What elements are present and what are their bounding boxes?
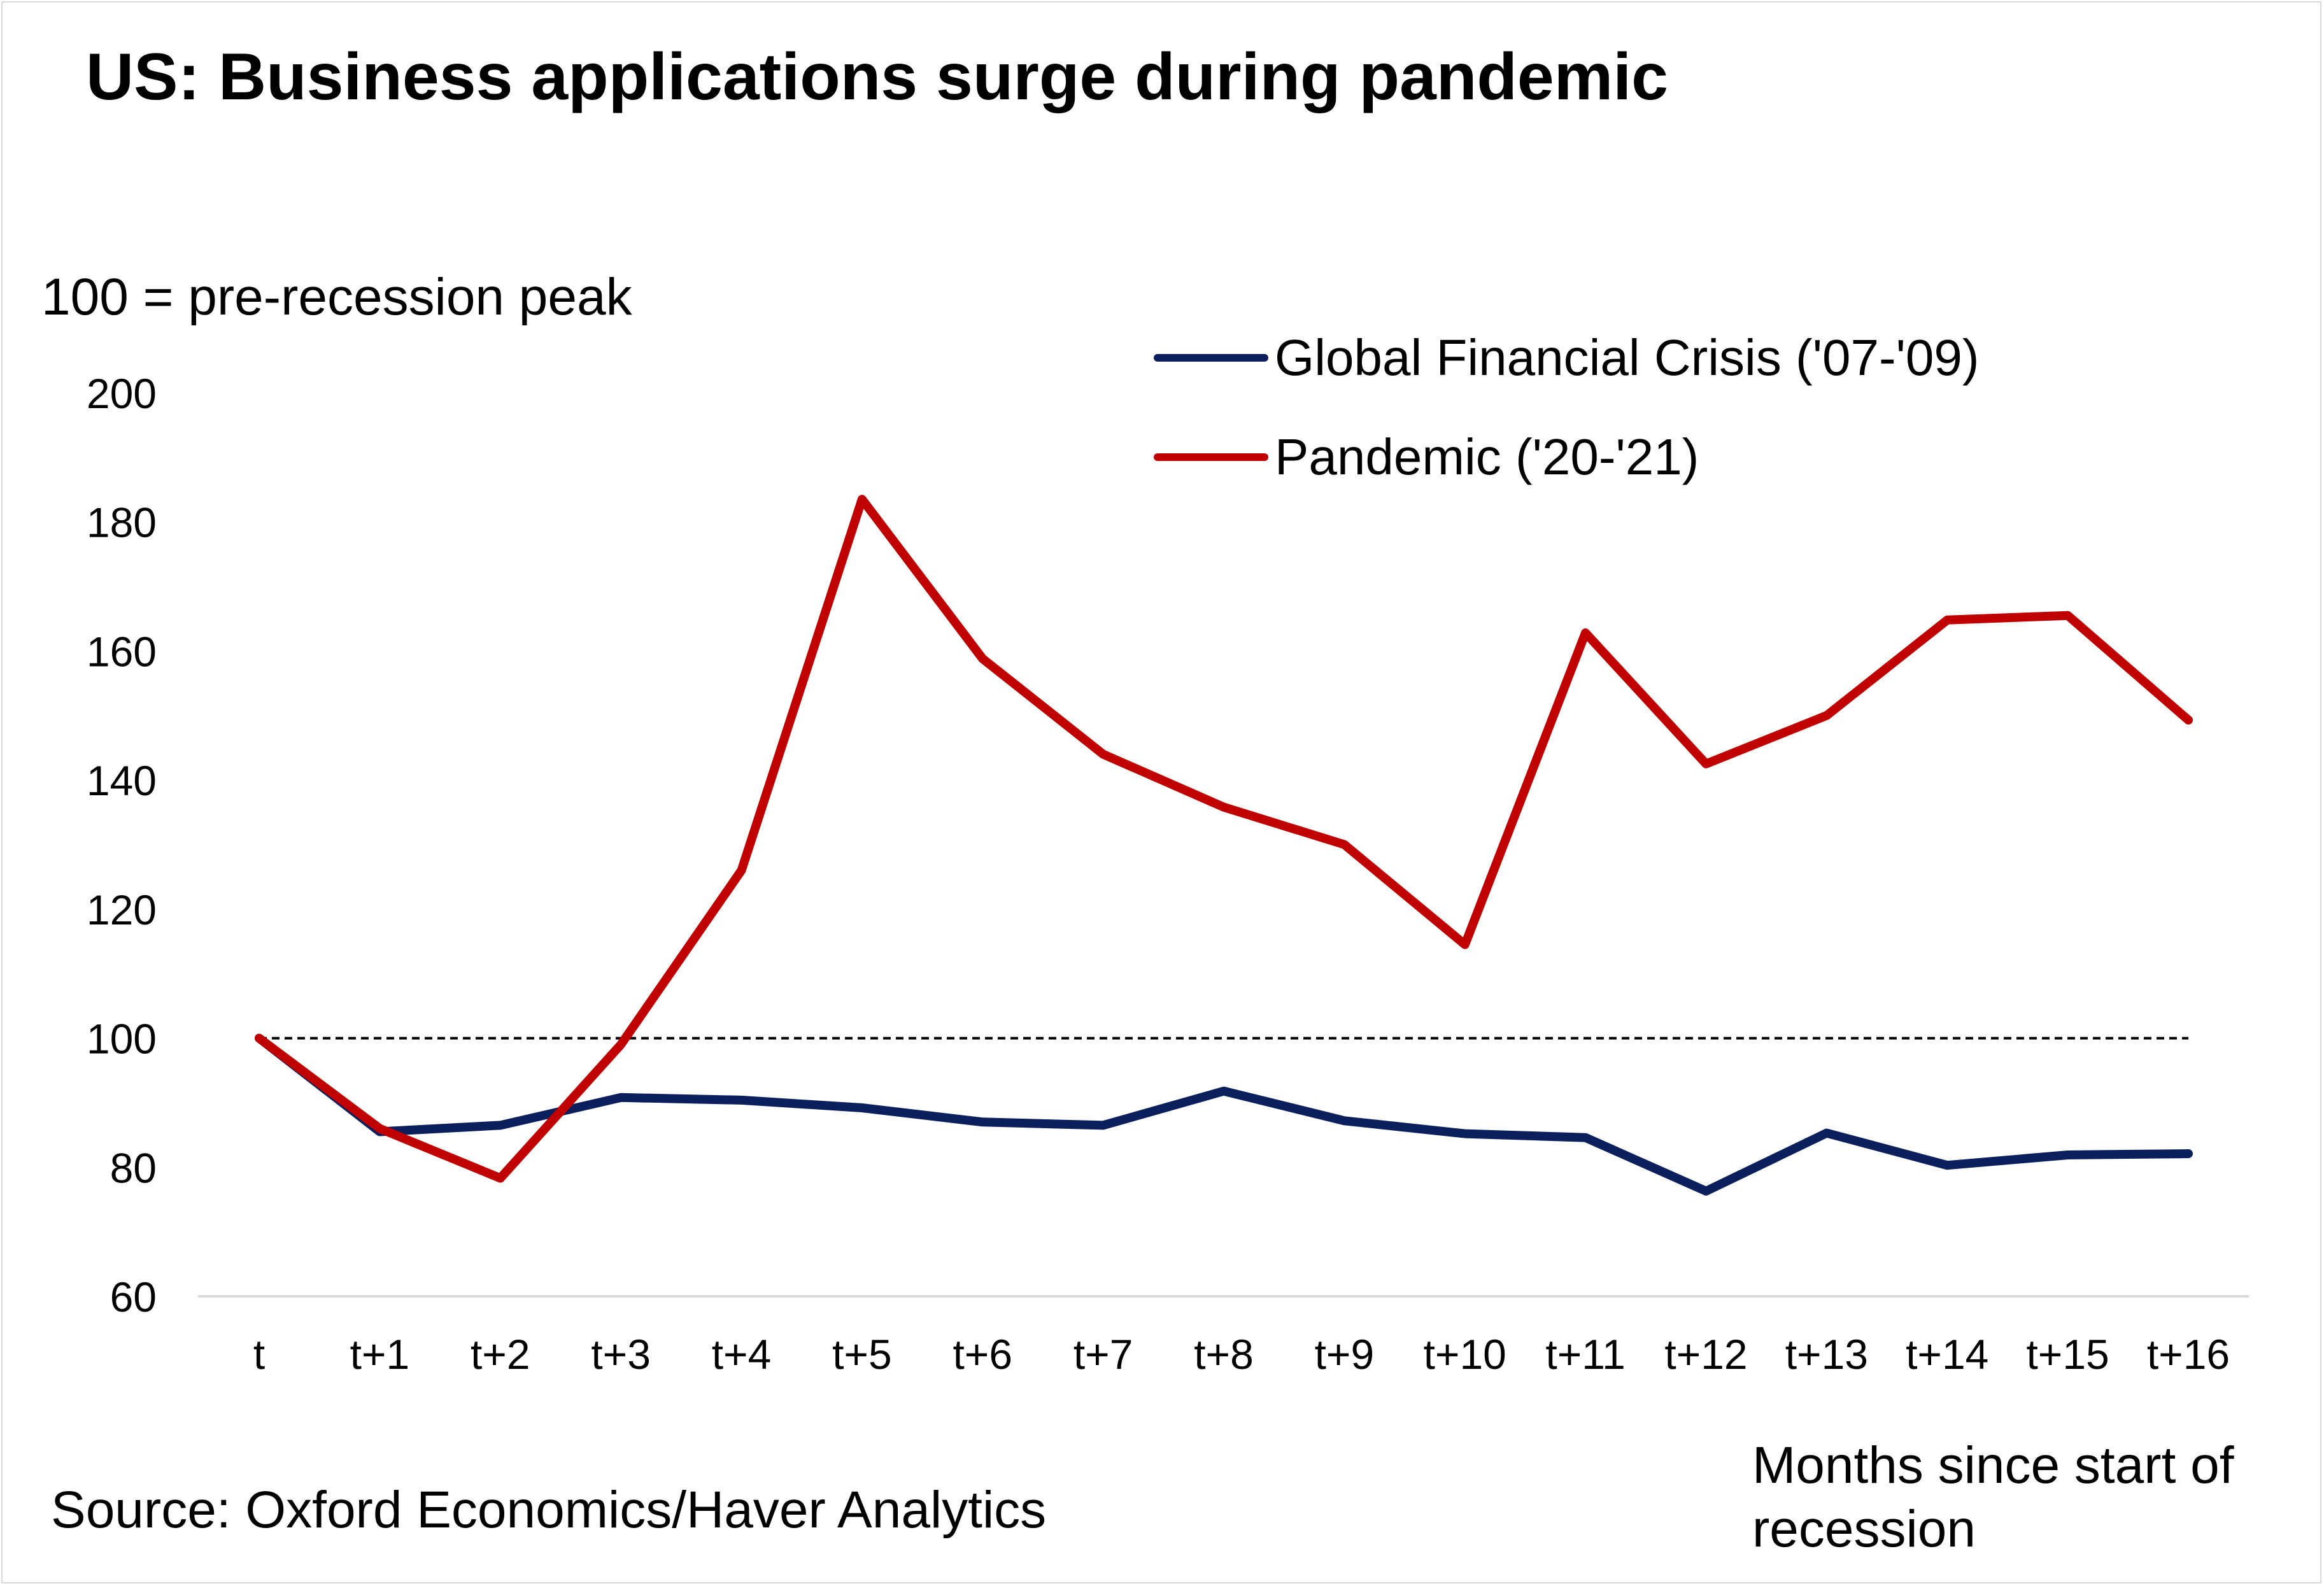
y-tick-label: 160 <box>87 628 157 675</box>
x-tick-label: t+7 <box>1073 1331 1133 1378</box>
x-tick-label: t+8 <box>1194 1331 1254 1378</box>
series-line-gfc <box>255 1033 2193 1196</box>
x-tick-label: t+16 <box>2147 1331 2230 1378</box>
legend-label-pandemic: Pandemic ('20-'21) <box>1275 428 1699 485</box>
legend-swatch-gfc <box>1154 354 1268 362</box>
x-axis-label: Months since start of recession <box>1752 1436 2234 1558</box>
legend-label-gfc: Global Financial Crisis ('07-'09) <box>1275 329 1980 386</box>
x-tick-label: t+6 <box>953 1331 1012 1378</box>
chart-title: US: Business applications surge during p… <box>86 40 1668 114</box>
y-tick-label: 200 <box>87 370 157 417</box>
y-tick-label: 120 <box>87 886 157 933</box>
y-axis-label: 100 = pre-recession peak <box>41 268 632 326</box>
x-tick-label: t+13 <box>1785 1331 1868 1378</box>
x-tick-label: t+4 <box>712 1331 772 1378</box>
x-tick-label: t+15 <box>2026 1331 2109 1378</box>
y-tick-label: 180 <box>87 499 157 546</box>
x-tick-label: t+11 <box>1545 1331 1625 1378</box>
source-note: Source: Oxford Economics/Haver Analytics <box>51 1481 1047 1539</box>
x-tick-label: t+9 <box>1315 1331 1375 1378</box>
legend-swatch-pandemic <box>1154 453 1268 461</box>
x-tick-label: t+12 <box>1664 1331 1747 1378</box>
series-line-pandemic <box>255 495 2193 1183</box>
y-tick-label: 80 <box>110 1144 157 1191</box>
x-tick-label: t+2 <box>471 1331 530 1378</box>
x-tick-label: t+14 <box>1906 1331 1988 1378</box>
y-tick-label: 100 <box>87 1016 157 1063</box>
y-tick-label: 140 <box>87 757 157 804</box>
x-tick-label: t+5 <box>832 1331 892 1378</box>
x-tick-label: t+3 <box>591 1331 651 1378</box>
x-tick-label: t+1 <box>350 1331 410 1378</box>
x-tick-label: t <box>253 1331 265 1378</box>
x-tick-label: t+10 <box>1424 1331 1506 1378</box>
y-tick-label: 60 <box>110 1273 157 1320</box>
